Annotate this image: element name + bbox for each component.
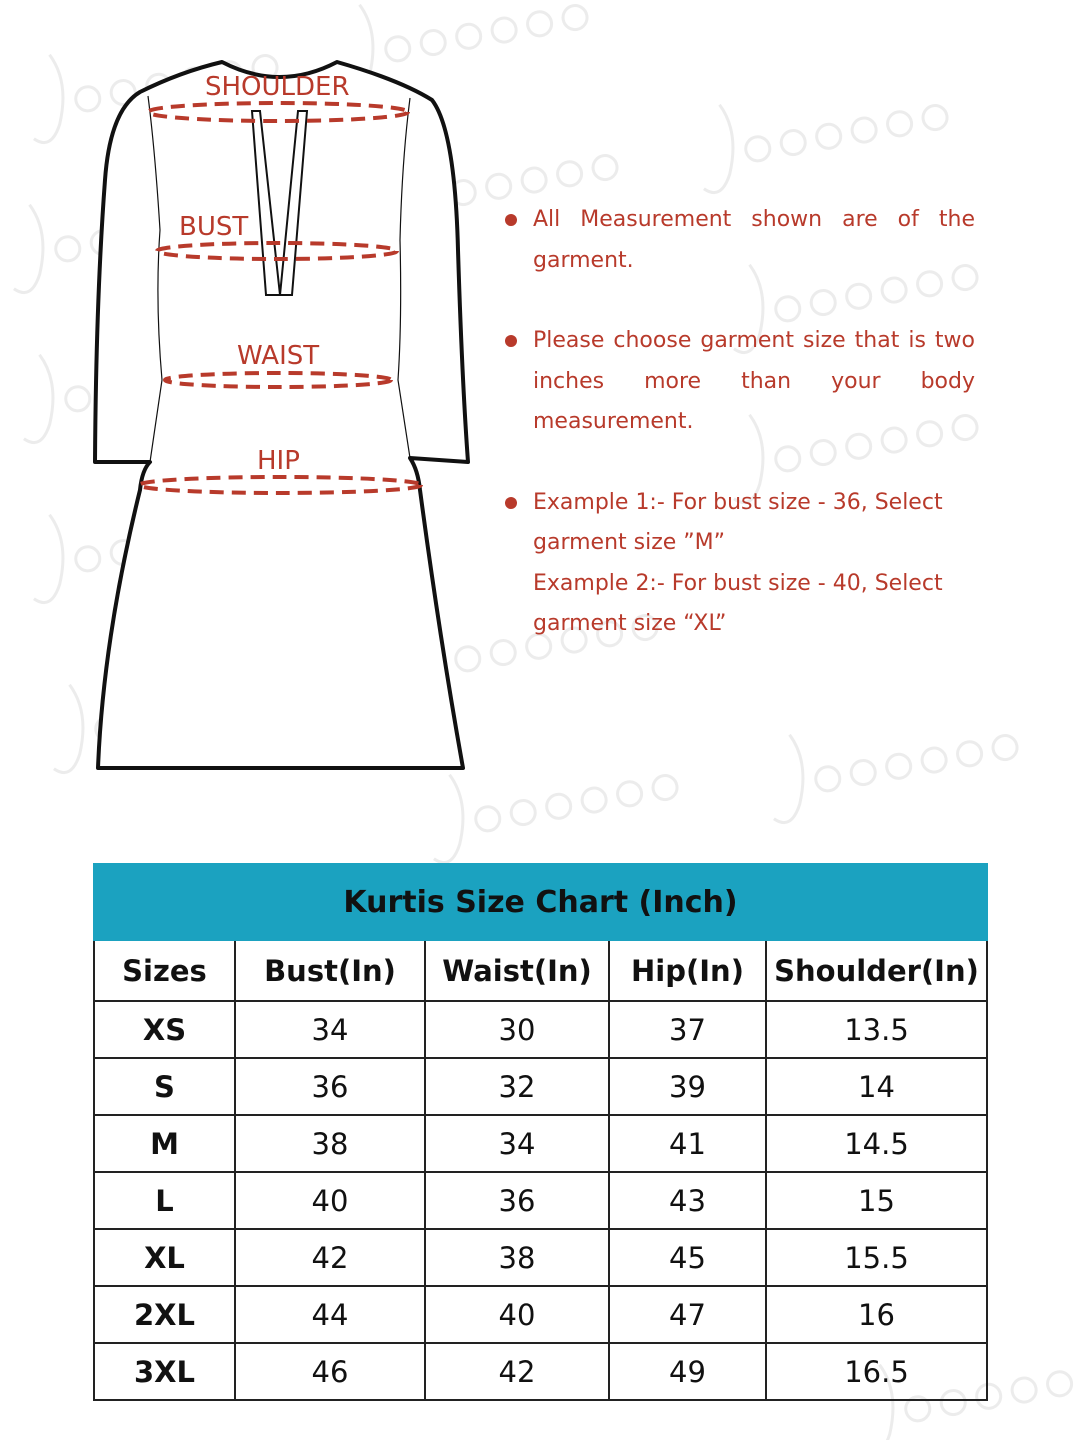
cell-size: M	[93, 1114, 236, 1173]
placket	[250, 110, 309, 296]
cell-size: S	[93, 1057, 236, 1116]
cell-hip: 39	[608, 1057, 767, 1116]
watermark-mark	[733, 263, 979, 354]
note-text: Please choose garment size that is two i…	[533, 328, 975, 434]
bullet-icon	[505, 214, 517, 226]
cell-bust: 36	[234, 1057, 426, 1116]
kurta-diagram	[93, 60, 470, 770]
label-bust: BUST	[179, 212, 249, 242]
col-header-waist: Waist(In)	[424, 939, 610, 1002]
watermark-mark	[433, 773, 679, 864]
cell-waist: 34	[424, 1114, 610, 1173]
table-row: L 40 36 43 15	[93, 1171, 988, 1230]
watermark-mark	[733, 413, 979, 504]
cell-waist: 36	[424, 1171, 610, 1230]
cell-bust: 46	[234, 1342, 426, 1401]
cell-shoulder: 16.5	[765, 1342, 988, 1401]
cell-bust: 44	[234, 1285, 426, 1344]
note-text: All Measurement shown are of the garment…	[533, 207, 975, 273]
table-row: S 36 32 39 14	[93, 1057, 988, 1116]
note-item-examples: Example 1:- For bust size - 36, Select g…	[505, 483, 975, 645]
cell-bust: 34	[234, 1000, 426, 1059]
kurta-seams	[147, 95, 411, 463]
bust-measure-line	[155, 241, 399, 261]
cell-waist: 42	[424, 1342, 610, 1401]
measure-lines	[137, 101, 423, 495]
cell-hip: 47	[608, 1285, 767, 1344]
cell-size: L	[93, 1171, 236, 1230]
cell-shoulder: 14.5	[765, 1114, 988, 1173]
bullet-icon	[505, 335, 517, 347]
col-header-bust: Bust(In)	[234, 939, 426, 1002]
bullet-icon	[505, 496, 517, 509]
table-row: 2XL 44 40 47 16	[93, 1285, 988, 1344]
cell-size: XL	[93, 1228, 236, 1287]
cell-shoulder: 15.5	[765, 1228, 988, 1287]
table-row: XS 34 30 37 13.5	[93, 1000, 988, 1059]
size-chart-table: Kurtis Size Chart (Inch) Sizes Bust(In) …	[93, 863, 988, 1401]
cell-shoulder: 16	[765, 1285, 988, 1344]
waist-measure-line	[163, 371, 393, 389]
size-notes: All Measurement shown are of the garment…	[505, 200, 975, 685]
cell-size: 3XL	[93, 1342, 236, 1401]
table-row: XL 42 38 45 15.5	[93, 1228, 988, 1287]
note-item: All Measurement shown are of the garment…	[505, 200, 975, 281]
cell-size: 2XL	[93, 1285, 236, 1344]
cell-shoulder: 14	[765, 1057, 988, 1116]
label-waist: WAIST	[237, 341, 320, 371]
label-shoulder: SHOULDER	[205, 72, 350, 102]
table-row: M 38 34 41 14.5	[93, 1114, 988, 1173]
cell-bust: 38	[234, 1114, 426, 1173]
col-header-sizes: Sizes	[93, 939, 236, 1002]
cell-waist: 40	[424, 1285, 610, 1344]
col-header-shoulder: Shoulder(In)	[765, 939, 988, 1002]
shoulder-measure-line	[146, 101, 410, 123]
hip-measure-line	[137, 475, 423, 495]
cell-hip: 43	[608, 1171, 767, 1230]
cell-hip: 49	[608, 1342, 767, 1401]
cell-waist: 30	[424, 1000, 610, 1059]
example-1: Example 1:- For bust size - 36, Select g…	[533, 489, 943, 556]
label-hip: HIP	[257, 446, 300, 476]
cell-waist: 32	[424, 1057, 610, 1116]
cell-bust: 40	[234, 1171, 426, 1230]
cell-bust: 42	[234, 1228, 426, 1287]
cell-hip: 45	[608, 1228, 767, 1287]
table-header-row: Sizes Bust(In) Waist(In) Hip(In) Shoulde…	[93, 939, 988, 1002]
kurta-outline	[93, 60, 470, 770]
cell-size: XS	[93, 1000, 236, 1059]
col-header-hip: Hip(In)	[608, 939, 767, 1002]
cell-shoulder: 15	[765, 1171, 988, 1230]
watermark-mark	[773, 733, 1019, 824]
cell-waist: 38	[424, 1228, 610, 1287]
cell-hip: 37	[608, 1000, 767, 1059]
cell-hip: 41	[608, 1114, 767, 1173]
cell-shoulder: 13.5	[765, 1000, 988, 1059]
table-title: Kurtis Size Chart (Inch)	[93, 863, 988, 941]
table-row: 3XL 46 42 49 16.5	[93, 1342, 988, 1401]
note-item: Please choose garment size that is two i…	[505, 321, 975, 443]
example-2: Example 2:- For bust size - 40, Select g…	[533, 570, 943, 637]
watermark-mark	[703, 103, 949, 194]
